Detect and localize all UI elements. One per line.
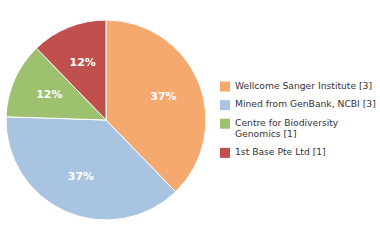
legend-item: 1st Base Pte Ltd [1]	[220, 146, 326, 158]
legend-label: Wellcome Sanger Institute [3]	[235, 80, 372, 91]
legend-item: Mined from GenBank, NCBI [3]	[220, 98, 376, 110]
legend-swatch	[220, 82, 230, 92]
chart: 37% 37% 12% 12% Wellcome Sanger Institute [3…	[0, 0, 380, 240]
legend-label: Centre for BiodiversityGenomics [1]	[235, 117, 339, 139]
legend-swatch	[220, 119, 230, 129]
legend-label: Mined from GenBank, NCBI [3]	[235, 98, 376, 109]
pie-slice	[6, 117, 176, 220]
legend-label: 1st Base Pte Ltd [1]	[235, 146, 326, 157]
data-label: 12%	[36, 88, 62, 101]
data-label: 37%	[150, 90, 176, 103]
legend-swatch	[220, 100, 230, 110]
legend: Wellcome Sanger Institute [3] Mined from …	[220, 80, 376, 158]
legend-swatch	[220, 148, 230, 158]
data-label: 37%	[68, 170, 94, 183]
data-labels: 37% 37% 12% 12%	[36, 56, 177, 183]
pie-slice	[36, 20, 106, 120]
data-label: 12%	[70, 56, 96, 69]
pie	[6, 20, 206, 220]
legend-item: Centre for BiodiversityGenomics [1]	[220, 117, 339, 139]
legend-item: Wellcome Sanger Institute [3]	[220, 80, 372, 92]
